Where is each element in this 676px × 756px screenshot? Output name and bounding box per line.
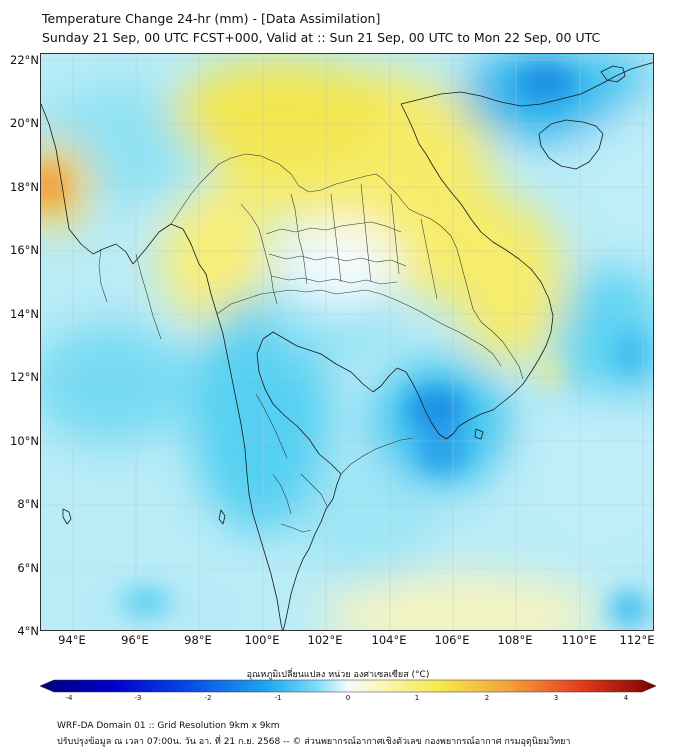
lat-label: 16°N [10,243,39,257]
colorbar-tick: 4 [623,694,629,702]
map-panel [40,53,654,631]
coastlines [41,62,653,630]
lat-label: 12°N [10,370,39,384]
gridlines [41,54,653,630]
colorbar-tick: 3 [553,694,559,702]
colorbar-tick: 1 [414,694,420,702]
lon-label: 94°E [58,633,86,647]
colorbar-tick: -3 [134,694,142,702]
lat-label: 22°N [10,53,39,67]
lat-label: 10°N [10,434,39,448]
colorbar-tick: -1 [274,694,282,702]
lat-label: 20°N [10,116,39,130]
lon-label: 104°E [371,633,407,647]
lat-label: 6°N [17,561,39,575]
chart-title: Temperature Change 24-hr (mm) - [Data As… [42,11,381,26]
colorbar [40,679,656,693]
lon-label: 96°E [121,633,149,647]
footer-model-info: WRF-DA Domain 01 :: Grid Resolution 9km … [57,721,280,731]
lon-label: 110°E [561,633,597,647]
lon-label: 102°E [307,633,343,647]
temperature-field [41,54,653,630]
lat-label: 8°N [17,497,39,511]
colorbar-tick: 0 [345,694,351,702]
lat-label: 4°N [17,624,39,638]
colorbar-tick: 2 [484,694,490,702]
temperature-map [41,54,653,630]
colorbar-tick: -4 [65,694,73,702]
colorbar-tick: -2 [204,694,212,702]
lon-label: 112°E [619,633,655,647]
lon-label: 100°E [244,633,280,647]
temperature-field-detail [41,66,649,627]
boundaries [98,153,524,533]
lon-label: 108°E [497,633,533,647]
lon-label: 106°E [434,633,470,647]
colorbar-title: อุณหภูมิเปลี่ยนแปลง หน่วย องศาเซลเซียส (… [246,670,430,680]
lat-label: 18°N [10,180,39,194]
lat-label: 14°N [10,307,39,321]
chart-subtitle: Sunday 21 Sep, 00 UTC FCST+000, Valid at… [42,30,601,45]
lon-label: 98°E [184,633,212,647]
footer-credit: ปรับปรุงข้อมูล ณ เวลา 07:00น. วัน อา. ที… [57,737,571,747]
